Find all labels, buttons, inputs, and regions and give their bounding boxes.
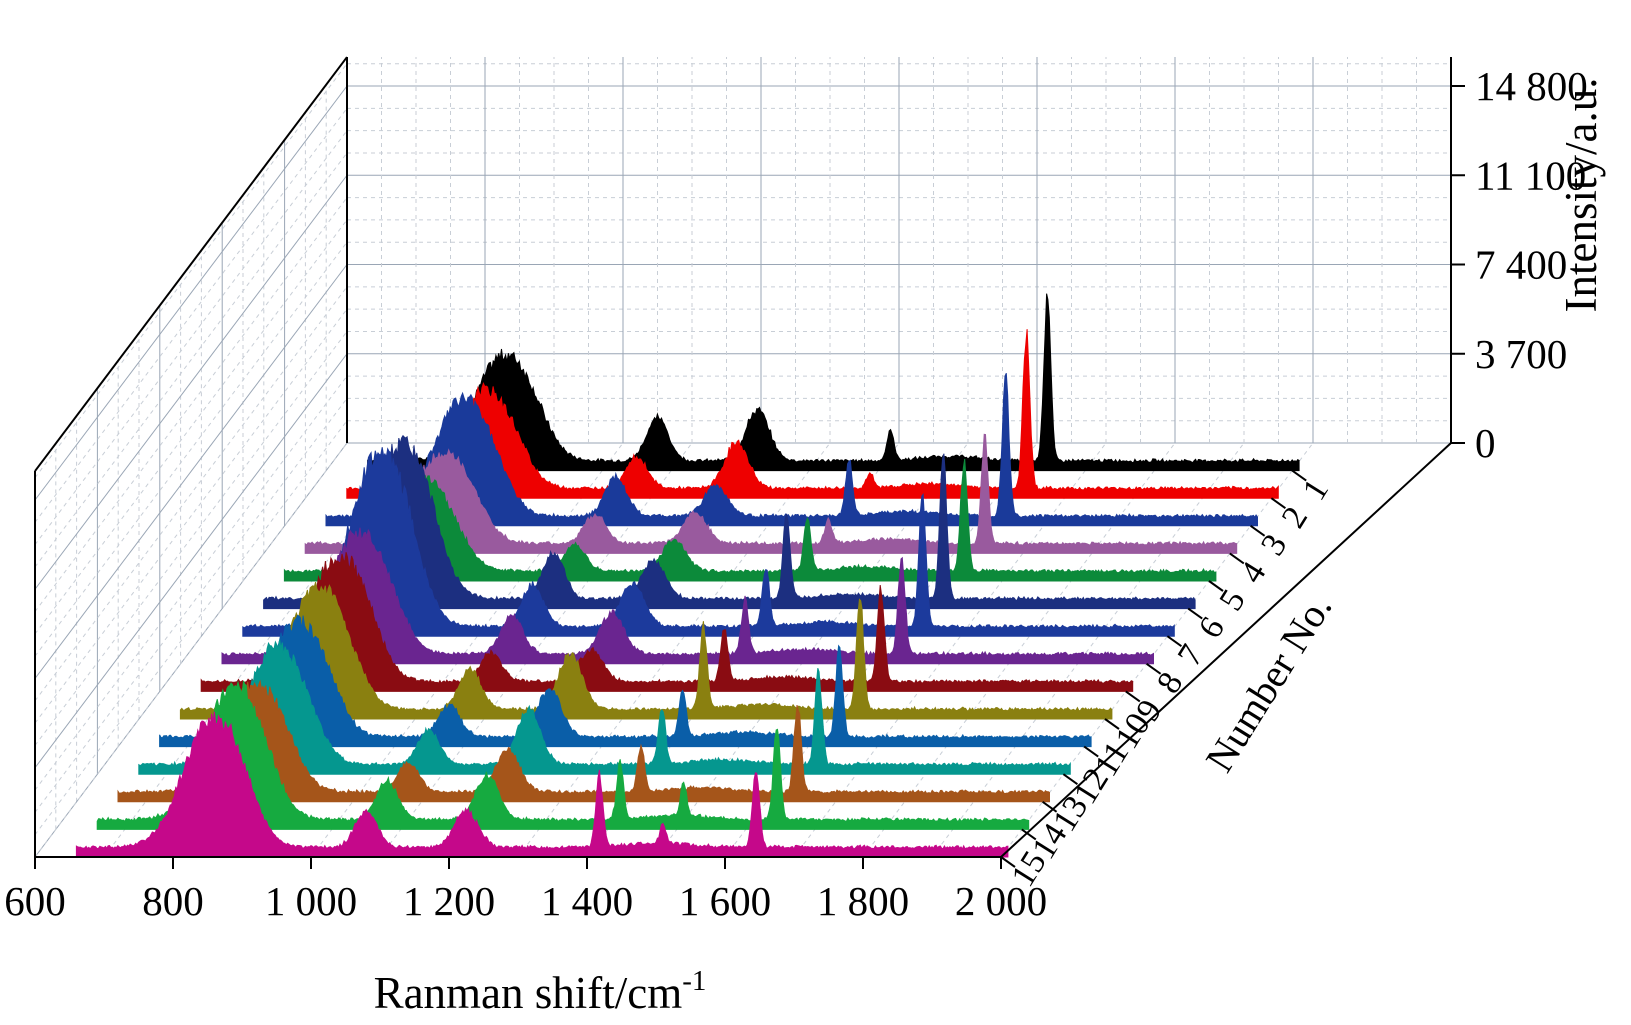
side-grid-hline <box>34 108 348 523</box>
z-tick-label: 7 <box>1171 638 1211 672</box>
side-grid-hline <box>34 375 348 791</box>
z-tick-mark <box>1291 469 1307 482</box>
top-edge-line <box>34 56 348 472</box>
z-tick-mark <box>1000 856 1016 868</box>
z-tick-mark <box>1208 580 1224 592</box>
z-tick-label: 4 <box>1233 556 1273 590</box>
side-grid-hline <box>34 130 348 545</box>
x-axis-title: Ranman shift/cm-1 <box>374 965 707 1018</box>
z-axis-title: Number No. <box>1196 586 1340 779</box>
z-tick-label: 3 <box>1254 528 1294 562</box>
side-grid-hline <box>34 420 348 835</box>
y-tick-label: 14 800 <box>1475 63 1588 109</box>
side-grid-hline <box>34 152 348 568</box>
side-grid-hline <box>34 331 348 746</box>
y-axis: 0 3 700 7 400 11 100 14 800 <box>1451 63 1588 466</box>
chart-walls <box>34 57 1452 858</box>
z-tick-mark <box>1250 524 1266 537</box>
z-tick-mark <box>1104 718 1120 730</box>
side-grid-hline <box>34 219 348 635</box>
z-tick-label: 5 <box>1212 583 1252 617</box>
floor-grid-line <box>931 442 1245 858</box>
z-tick-mark <box>1146 662 1162 675</box>
x-axis-title-superscript: -1 <box>682 965 706 997</box>
floor-grid-line <box>862 442 1176 858</box>
z-tick-mark <box>1125 690 1141 703</box>
z-tick-mark <box>1166 635 1182 648</box>
side-grid-hline <box>34 63 348 478</box>
z-tick-label: 8 <box>1150 666 1190 700</box>
x-tick-label: 1 400 <box>541 878 633 924</box>
side-grid-hline <box>34 398 348 813</box>
series-layer <box>75 293 1300 858</box>
floor-grid-line <box>1000 442 1314 858</box>
right-depth-edge <box>1000 442 1452 858</box>
side-grid-hline <box>34 308 348 724</box>
z-tick-mark <box>1042 800 1058 813</box>
x-tick-label: 1 800 <box>817 878 909 924</box>
x-tick-label: 2 000 <box>955 878 1047 924</box>
z-tick-label: 2 <box>1275 500 1315 534</box>
chart-frame <box>34 56 1452 858</box>
z-tick-label: 6 <box>1192 611 1232 645</box>
x-tick-label: 1 600 <box>679 878 771 924</box>
z-tick-mark <box>1021 828 1037 841</box>
y-tick-label: 7 400 <box>1475 242 1567 288</box>
floor-grid-line <box>34 442 348 858</box>
side-grid-hline <box>34 353 348 769</box>
z-tick-mark <box>1270 497 1286 510</box>
z-tick-mark <box>1062 773 1078 786</box>
y-axis-title: Intensity/a.u. <box>1556 78 1606 313</box>
y-tick-label: 0 <box>1475 420 1496 466</box>
x-tick-label: 800 <box>142 878 204 924</box>
x-tick-label: 1 200 <box>403 878 495 924</box>
series-area-15 <box>75 711 1009 858</box>
side-grid-hline <box>34 241 348 657</box>
floor-grid-line <box>310 442 624 858</box>
z-tick-mark <box>1187 607 1203 620</box>
side-grid-hline <box>34 85 348 501</box>
x-axis: 600 800 1 000 1 200 1 400 1 600 1 800 2 000 <box>4 857 1047 924</box>
x-tick-label: 600 <box>4 878 66 924</box>
y-tick-label: 3 700 <box>1475 331 1567 377</box>
y-tick-label: 11 100 <box>1475 152 1586 198</box>
z-tick-mark <box>1229 552 1245 565</box>
floor-grid-line <box>793 442 1107 858</box>
z-tick-label: 1 <box>1296 473 1336 507</box>
side-grid-hline <box>34 286 348 702</box>
side-grid-hline <box>34 197 348 612</box>
floor-grid-line <box>517 442 831 858</box>
side-grid-hline <box>34 264 348 679</box>
side-grid-hline <box>34 174 348 590</box>
x-tick-label: 1 000 <box>265 878 357 924</box>
z-tick-mark <box>1083 745 1099 758</box>
